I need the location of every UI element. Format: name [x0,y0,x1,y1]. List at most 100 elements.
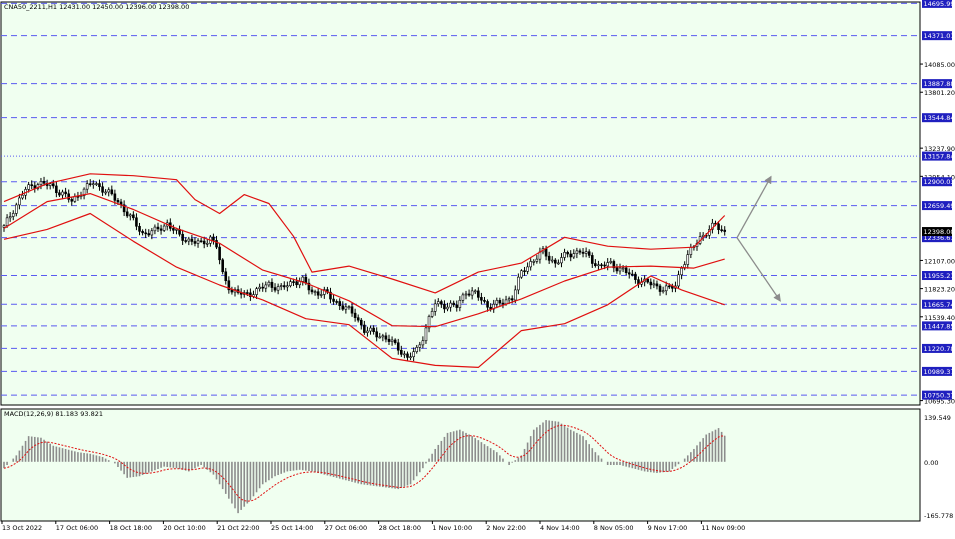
level-label-box [922,271,952,281]
candle [264,284,268,289]
projection-arrow[interactable] [736,237,781,302]
candle [430,311,434,317]
candle [107,189,111,193]
candle [495,300,499,305]
candle [677,274,680,287]
candle [400,349,403,355]
candle [618,267,622,272]
candle [409,356,412,359]
candle [526,266,529,272]
candle [172,228,175,231]
candle [369,327,372,332]
candle [316,291,320,296]
time-tick-label: 4 Nov 14:00 [540,524,580,532]
candle [393,339,397,344]
current-price-label: 12398.00 [924,228,955,236]
candle [480,297,483,301]
candle [307,282,311,291]
candle [615,267,619,272]
time-tick-label: 21 Oct 22:00 [217,524,259,532]
candle [584,251,588,254]
candle [184,240,188,242]
candle [282,285,286,288]
candle [187,238,191,242]
candle [689,247,693,255]
candle [218,246,221,261]
candle [212,236,215,241]
candle [292,281,295,283]
candle [631,273,634,276]
level-label: 11220.78 [924,345,955,353]
candle [51,183,55,187]
candle [477,290,480,298]
projection-arrow[interactable] [736,175,772,239]
candle [289,281,292,287]
candle [141,231,144,234]
level-label: 13157.84 [924,153,955,161]
candle [446,306,449,310]
time-tick-label: 9 Nov 17:00 [648,524,688,532]
candle [359,319,363,326]
candle [310,289,314,293]
candle [329,291,332,300]
candle [190,238,194,242]
level-label: 10989.37 [924,368,955,376]
candle [156,226,160,230]
current-price-box [922,227,952,237]
candle [101,186,104,193]
level-label-box [922,299,952,309]
candle [433,303,437,312]
price-tick-label: 13801.20 [924,89,955,97]
candle [655,283,659,287]
candle [347,306,351,309]
candle [664,285,668,292]
candle [5,217,9,226]
candle [159,228,163,231]
candle [436,301,440,305]
candle [658,285,662,292]
candle [372,327,375,332]
time-tick-label: 20 Oct 10:00 [163,524,205,532]
candle [135,217,138,227]
level-label: 14695.99 [924,0,955,8]
candle [366,330,369,333]
candle [443,303,446,310]
candle [717,223,720,230]
candle [603,264,606,267]
candle [196,240,200,244]
candle [461,294,465,301]
candle [301,276,305,282]
candle [267,281,271,286]
candle [452,302,455,306]
candle [646,278,650,283]
candle [270,281,274,288]
level-label: 12659.49 [924,202,955,210]
candle [122,204,126,213]
candle [572,253,576,258]
candle [153,226,157,232]
bollinger-upper-line [3,173,726,294]
time-tick-label: 13 Oct 2022 [2,524,42,532]
candle [600,264,603,267]
candle [221,259,224,273]
candle [529,261,532,268]
candle [255,288,258,295]
price-tick-label: 12107.00 [924,257,955,265]
candle [279,285,283,287]
candle [341,305,345,310]
candle [30,184,34,186]
candle [150,230,154,236]
candle [406,353,409,358]
candle [609,261,613,263]
candle [15,204,18,214]
candle [458,299,462,308]
candle [58,192,61,196]
candle [464,293,468,296]
symbol-header: CNA50_2211,H1 12431.00 12450.00 12396.00… [4,3,189,11]
macd-header: MACD(12,26,9) 81.183 93.821 [4,410,103,418]
candle [67,193,70,200]
candle [338,301,342,307]
candle [575,250,579,254]
candle [504,299,508,305]
